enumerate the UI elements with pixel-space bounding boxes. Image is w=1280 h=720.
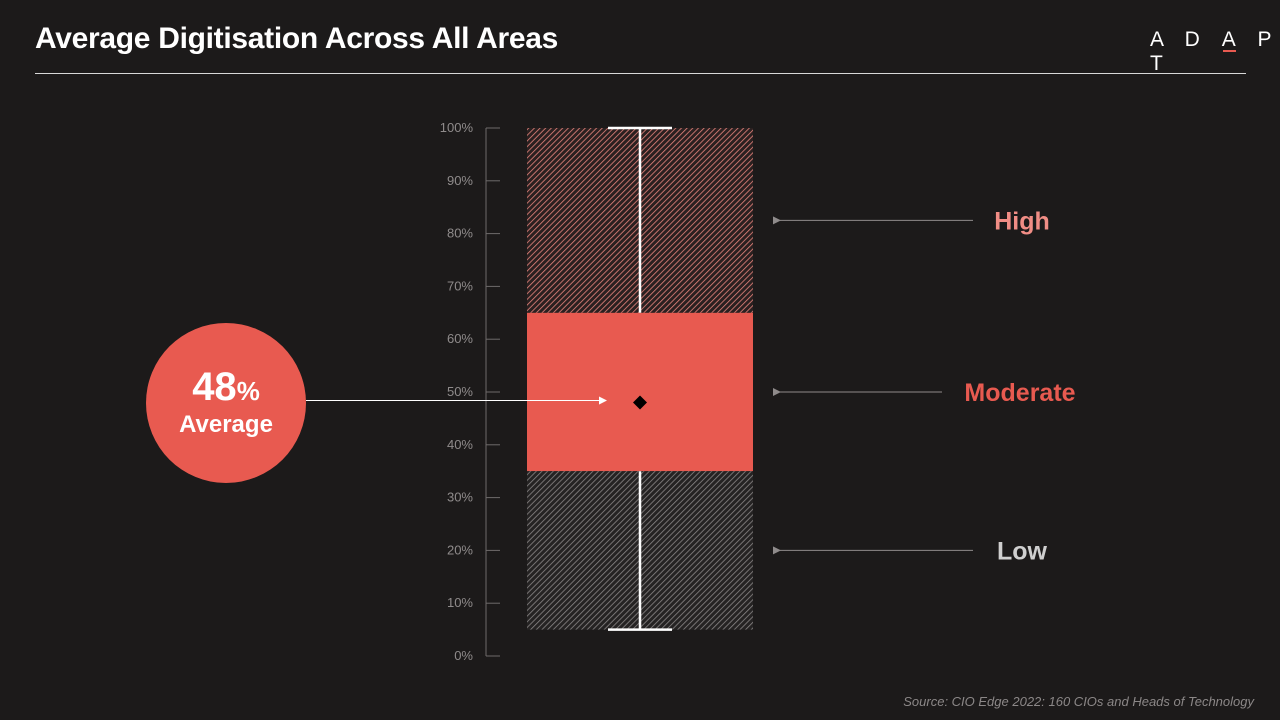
y-tick-label: 50% [447,384,473,399]
y-tick-label: 70% [447,278,473,293]
band-moderate [527,312,753,472]
average-number: 48 [192,365,237,409]
average-callout: 48%Average [146,323,607,483]
source-note: Source: CIO Edge 2022: 160 CIOs and Head… [903,694,1254,709]
y-tick-label: 90% [447,173,473,188]
y-tick-label: 20% [447,542,473,557]
y-tick-label: 10% [447,595,473,610]
title-divider [35,73,1246,74]
average-unit: % [237,376,260,406]
y-tick-label: 0% [454,648,473,663]
band-labels: High Moderate Low [773,207,1076,565]
mean-marker [633,395,647,410]
y-tick-label: 100% [440,120,474,135]
y-tick-label: 60% [447,331,473,346]
average-label: Average [179,411,273,438]
average-value: 48% [192,365,260,409]
y-tick-label: 40% [447,437,473,452]
label-high: High [994,207,1050,235]
average-circle [146,323,306,483]
y-axis: 0% 10% 20% 30% 40% 50% 60% 70% 80% 90% 100% [440,120,500,663]
y-tick-label: 30% [447,490,473,505]
adapt-logo: A D A P T [1150,28,1280,75]
label-low: Low [997,537,1048,565]
page-title: Average Digitisation Across All Areas [35,22,558,55]
whiskers [608,126,672,631]
label-moderate: Moderate [964,379,1075,407]
y-tick-label: 80% [447,226,473,241]
